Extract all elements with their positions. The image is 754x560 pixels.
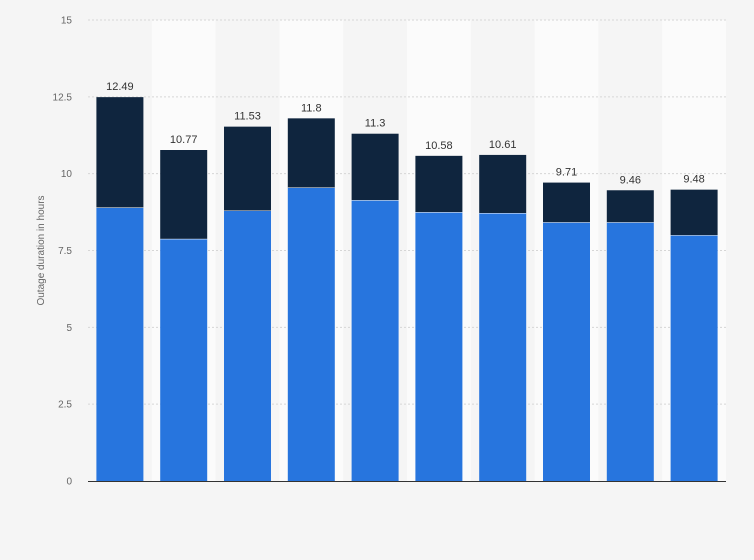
- bar-segment-lower: [287, 187, 335, 481]
- bar-segment-lower: [479, 213, 527, 481]
- bar-segment-upper: [160, 150, 208, 239]
- bar-segment-lower: [224, 210, 271, 481]
- bar-segment-lower: [670, 235, 718, 481]
- bar-total-label: 9.46: [620, 174, 641, 186]
- y-axis-label: Outage duration in hours: [36, 195, 47, 305]
- y-tick-label: 10: [61, 169, 73, 180]
- data-labels: 12.49 10.77 11.53 11.8 11.3 10.58 10.61 9.71 9.4…: [106, 81, 705, 186]
- bar-segment-upper: [287, 118, 335, 188]
- bar-total-label: 11.3: [365, 118, 386, 130]
- bar-segment-upper: [415, 155, 463, 213]
- bar-total-label: 10.58: [425, 140, 453, 152]
- bar-segment-lower: [415, 212, 463, 482]
- bar-segment-lower: [543, 222, 590, 481]
- bar-total-label: 10.61: [489, 139, 517, 151]
- y-axis-ticks: 0 2.5 5 7.5 10 12.5 15: [53, 16, 73, 488]
- y-tick-label: 0: [66, 477, 72, 488]
- bar-segment-lower: [606, 222, 654, 481]
- bar-segment-upper: [543, 182, 590, 223]
- bar-total-label: 11.53: [234, 111, 261, 123]
- y-tick-label: 5: [66, 323, 72, 334]
- y-tick-label: 15: [61, 16, 73, 27]
- bar-total-label: 11.8: [301, 102, 322, 114]
- bars: [96, 97, 718, 482]
- bar-segment-lower: [160, 238, 208, 481]
- bar-total-label: 9.71: [556, 167, 577, 179]
- bar-total-label: 12.49: [106, 81, 134, 93]
- bar-segment-upper: [96, 97, 144, 208]
- y-tick-label: 7.5: [58, 246, 72, 257]
- bar-segment-upper: [351, 133, 399, 201]
- y-tick-label: 12.5: [53, 92, 73, 103]
- bar-segment-upper: [224, 126, 271, 211]
- bar-total-label: 9.48: [683, 174, 704, 186]
- y-tick-label: 2.5: [58, 400, 72, 411]
- bar-segment-upper: [479, 154, 527, 214]
- bar-segment-lower: [351, 200, 399, 481]
- bar-segment-lower: [96, 207, 144, 481]
- bar-segment-upper: [606, 190, 654, 223]
- bar-total-label: 10.77: [170, 134, 198, 146]
- bar-segment-upper: [670, 189, 718, 236]
